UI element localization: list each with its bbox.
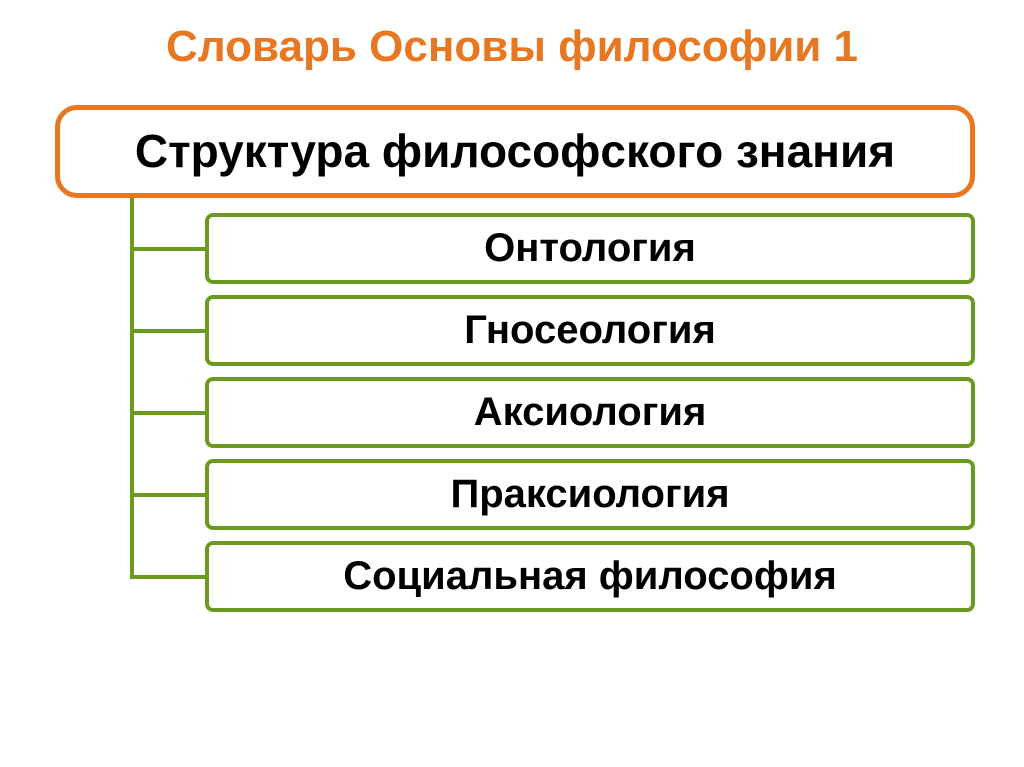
connector-branch — [130, 329, 205, 333]
hierarchy-diagram: Структура философского знания Онтология Г… — [40, 105, 985, 618]
children-group: Онтология Гносеология Аксиология Праксиолог… — [40, 208, 985, 618]
connector-branch — [130, 575, 205, 579]
root-node: Структура философского знания — [55, 105, 975, 198]
connector-branch — [130, 247, 205, 251]
child-row: Онтология — [40, 208, 985, 290]
child-node: Социальная философия — [205, 541, 975, 612]
child-node: Гносеология — [205, 295, 975, 366]
child-node: Праксиология — [205, 459, 975, 530]
child-row: Аксиология — [40, 372, 985, 454]
child-row: Гносеология — [40, 290, 985, 372]
child-node: Аксиология — [205, 377, 975, 448]
page-title: Словарь Основы философии 1 — [0, 0, 1024, 92]
child-node: Онтология — [205, 213, 975, 284]
child-row: Праксиология — [40, 454, 985, 536]
connector-branch — [130, 411, 205, 415]
child-row: Социальная философия — [40, 536, 985, 618]
connector-branch — [130, 493, 205, 497]
